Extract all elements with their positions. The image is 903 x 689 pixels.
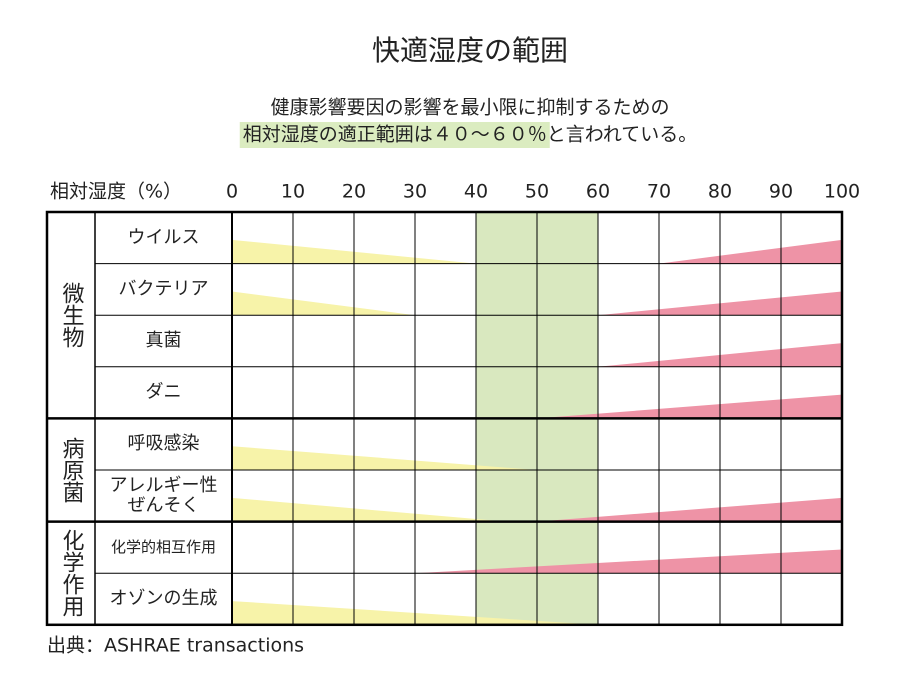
high-wedge bbox=[537, 497, 842, 522]
row-label: ダニ bbox=[146, 382, 182, 403]
x-tick-label: 60 bbox=[586, 181, 610, 203]
x-tick-label: 70 bbox=[647, 181, 671, 203]
source: 出典：ASHRAE transactions bbox=[47, 635, 304, 657]
group-label: 化学作用 bbox=[59, 529, 85, 617]
x-tick-label: 80 bbox=[708, 181, 732, 203]
high-wedge bbox=[659, 239, 842, 264]
row-label: アレルギー性 bbox=[110, 475, 218, 496]
x-tick-label: 10 bbox=[281, 181, 305, 203]
group-label: 病原菌 bbox=[59, 437, 85, 503]
low-wedge bbox=[232, 497, 507, 522]
x-tick-label: 100 bbox=[824, 181, 860, 203]
x-tick-label: 20 bbox=[342, 181, 366, 203]
high-wedge bbox=[537, 394, 842, 419]
chart-title: 快適湿度の範囲 bbox=[372, 34, 568, 67]
x-tick-label: 50 bbox=[525, 181, 549, 203]
row-label: 化学的相互作用 bbox=[111, 538, 216, 556]
row-label: 真菌 bbox=[146, 330, 182, 351]
low-wedge bbox=[232, 291, 415, 316]
highlight bbox=[239, 122, 550, 148]
table-border bbox=[45, 210, 844, 627]
group-label: 微生物 bbox=[59, 282, 85, 348]
subtitle-rest: と言われている。 bbox=[547, 124, 697, 146]
x-tick-label: 40 bbox=[464, 181, 488, 203]
row-label: オゾンの生成 bbox=[110, 588, 218, 609]
x-axis-label: 相対湿度（%） bbox=[50, 181, 182, 203]
row-label: ぜんそく bbox=[128, 495, 200, 516]
row-label: バクテリア bbox=[119, 278, 209, 299]
subtitle-highlight: 相対湿度の適正範囲は４０～６０％ bbox=[243, 124, 547, 146]
subtitle: 健康影響要因の影響を最小限に抑制するための bbox=[270, 97, 669, 119]
x-tick-label: 0 bbox=[226, 181, 238, 203]
x-tick-label: 30 bbox=[403, 181, 427, 203]
high-wedge bbox=[415, 549, 842, 574]
low-wedge bbox=[232, 446, 537, 470]
x-tick-label: 90 bbox=[769, 181, 793, 203]
row-label: ウイルス bbox=[128, 227, 200, 248]
row-label: 呼吸感染 bbox=[128, 433, 200, 454]
